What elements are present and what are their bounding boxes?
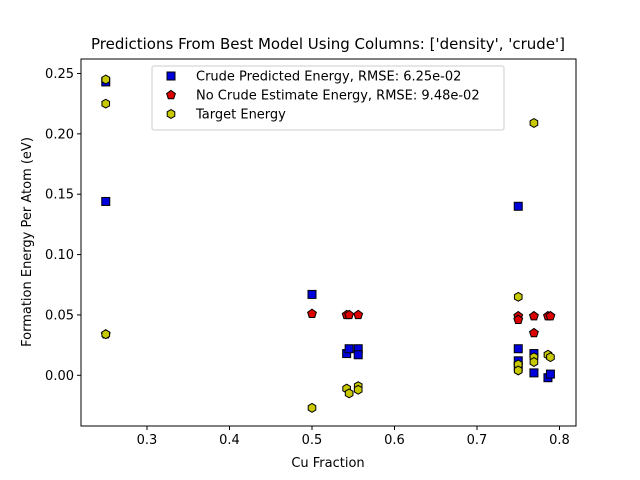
y-tick-label: 0.05 <box>45 308 74 323</box>
target-energy-point <box>546 352 555 363</box>
crude-predicted-point <box>344 344 354 354</box>
crude-predicted-point <box>513 201 523 211</box>
x-tick-label: 0.4 <box>219 433 240 448</box>
legend-entry: Crude Predicted Energy, RMSE: 6.25e-02 <box>196 70 461 85</box>
target-energy-point <box>529 357 539 367</box>
legend-marker <box>166 109 176 119</box>
legend-entry: Target Energy <box>195 108 286 123</box>
no-crude-estimate-point <box>307 308 317 318</box>
y-axis-label: Formation Energy Per Atom (eV) <box>20 137 35 347</box>
x-tick-label: 0.3 <box>137 433 158 448</box>
x-tick-label: 0.8 <box>549 433 570 448</box>
crude-predicted-point <box>529 368 539 378</box>
y-tick-label: 0.10 <box>45 248 74 263</box>
crude-predicted-point <box>353 350 363 360</box>
no-crude-estimate-point <box>528 310 539 321</box>
target-energy-point <box>101 74 111 85</box>
y-tick-label: 0.25 <box>45 67 74 82</box>
no-crude-estimate-point <box>344 309 355 320</box>
target-energy-point <box>513 365 523 376</box>
crude-predicted-point <box>545 369 555 379</box>
crude-predicted-point <box>307 289 317 299</box>
target-energy-point <box>101 98 111 109</box>
y-tick-label: 0.15 <box>45 188 74 203</box>
y-tick-label: 0.00 <box>45 369 74 384</box>
target-energy-point <box>344 388 354 399</box>
legend-marker <box>166 89 176 100</box>
target-energy-point <box>307 402 317 413</box>
y-tick-label: 0.20 <box>45 127 74 142</box>
no-crude-estimate-point <box>353 309 364 320</box>
x-axis-label: Cu Fraction <box>291 456 364 471</box>
target-energy-point <box>513 291 523 302</box>
no-crude-estimate-point <box>513 314 524 324</box>
legend: Crude Predicted Energy, RMSE: 6.25e-02 No… <box>151 65 505 131</box>
x-tick-label: 0.6 <box>384 433 405 448</box>
legend-entry: No Crude Estimate Energy, RMSE: 9.48e-02 <box>196 89 480 104</box>
crude-predicted-point <box>101 196 111 206</box>
legend-marker <box>166 71 176 81</box>
target-energy-point <box>353 384 363 395</box>
no-crude-estimate-point <box>528 327 539 338</box>
target-energy-point <box>529 118 539 128</box>
x-tick-label: 0.5 <box>302 433 323 448</box>
no-crude-estimate-point <box>545 310 556 321</box>
plot-area-frame <box>80 58 577 427</box>
target-energy-point <box>101 329 111 340</box>
x-axis-ticks: 0.3 0.4 0.5 0.6 0.7 0.8 <box>137 426 570 448</box>
data-points <box>100 74 556 413</box>
crude-predicted-point <box>513 344 523 354</box>
y-axis-ticks: 0.00 0.05 0.10 0.15 0.20 0.25 <box>45 67 81 384</box>
legend-box <box>151 65 505 131</box>
chart-title: Predictions From Best Model Using Column… <box>91 35 565 53</box>
x-tick-label: 0.7 <box>467 433 488 448</box>
